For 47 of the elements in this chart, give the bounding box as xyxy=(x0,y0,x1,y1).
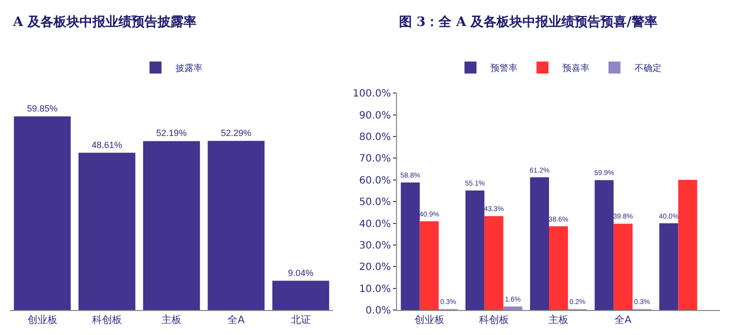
bar xyxy=(484,216,504,310)
legend-label: 披露率 xyxy=(176,63,203,74)
bar xyxy=(678,180,698,310)
y-tick-label: 0.0% xyxy=(366,306,391,316)
x-tick-label: 全A xyxy=(614,314,632,326)
bar xyxy=(530,177,549,310)
y-tick-label: 30.0% xyxy=(359,240,391,252)
data-label: 52.29% xyxy=(220,128,252,138)
x-tick-label: 创业板 xyxy=(27,314,58,326)
bar xyxy=(420,221,439,310)
x-tick-label: 创业板 xyxy=(414,314,444,326)
legend-label: 预喜率 xyxy=(562,63,590,74)
bar xyxy=(78,152,136,310)
x-tick-label: 主板 xyxy=(162,314,182,326)
bar xyxy=(14,116,71,310)
legend-label: 预警率 xyxy=(490,63,518,74)
bar xyxy=(143,141,200,310)
bar xyxy=(208,140,265,310)
legend-label: 不确定 xyxy=(634,63,662,74)
bar xyxy=(614,224,633,310)
y-tick-label: 10.0% xyxy=(359,284,391,295)
y-tick-label: 70.0% xyxy=(359,154,391,165)
bar xyxy=(465,190,484,310)
y-tick-label: 100.0% xyxy=(352,88,391,100)
bar xyxy=(400,182,420,310)
data-label: 52.19% xyxy=(156,128,187,138)
x-tick-label: 科创板 xyxy=(478,314,509,326)
y-tick-label: 20.0% xyxy=(359,262,391,274)
y-tick-label: 60.0% xyxy=(359,175,391,186)
y-tick-label: 80.0% xyxy=(359,132,391,144)
bar xyxy=(272,280,330,310)
x-tick-label: 科创板 xyxy=(92,314,122,326)
y-tick-label: 40.0% xyxy=(359,218,391,230)
y-tick-label: 90.0% xyxy=(359,110,391,122)
chart-title: A 及各板块中报业绩预告披露率 xyxy=(12,14,197,30)
data-label: 48.61% xyxy=(92,140,122,150)
y-tick-label: 50.0% xyxy=(359,197,391,208)
x-tick-label: 主板 xyxy=(548,314,568,326)
bar xyxy=(659,223,678,310)
bar xyxy=(549,226,568,310)
data-label: 59.85% xyxy=(27,103,58,114)
bar xyxy=(503,306,522,310)
chart-title: 图 3：全 A 及各板块中报业绩预告预喜/警率 xyxy=(399,14,658,30)
data-label: 9.04% xyxy=(288,268,314,278)
x-tick-label: 全A xyxy=(228,314,245,326)
x-tick-label: 北证 xyxy=(290,314,311,326)
bar xyxy=(594,180,614,310)
